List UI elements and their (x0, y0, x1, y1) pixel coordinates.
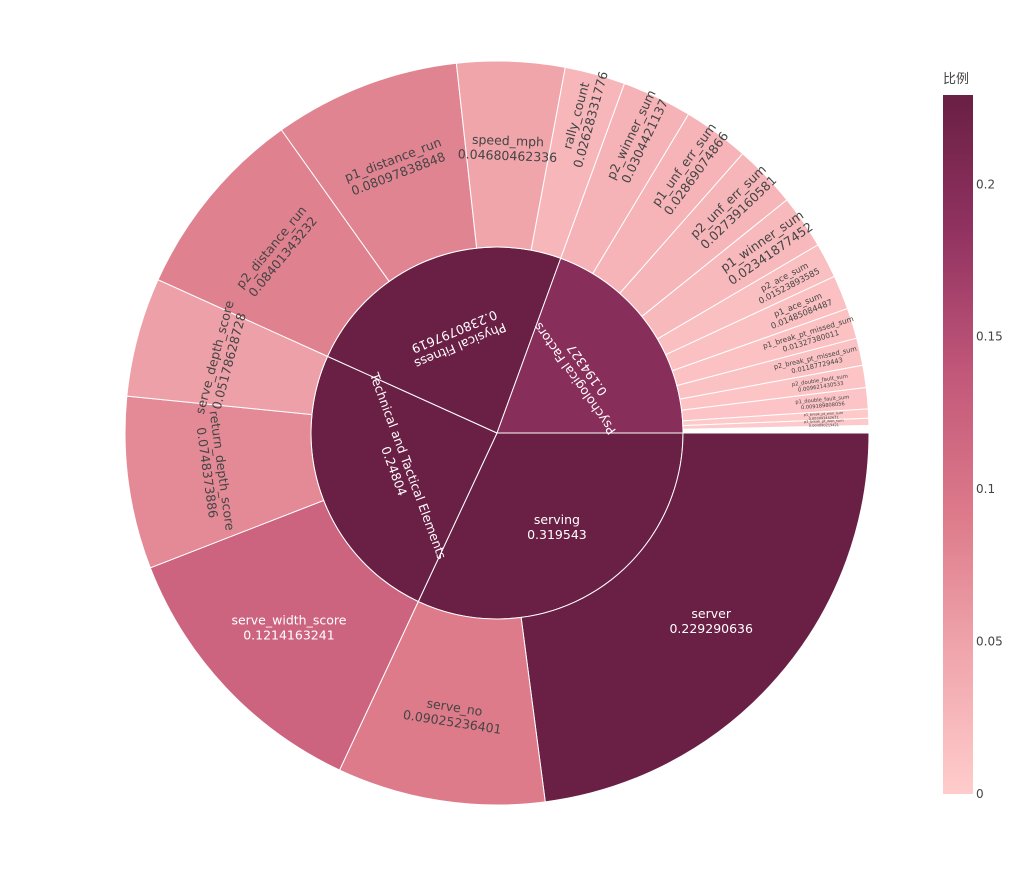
colorbar-tick-label: 0.15 (976, 330, 1003, 344)
sector-p2-break-pt-won-sum[interactable] (682, 417, 870, 430)
sector-label-p1-double-fault-sum: p1_double_fault_sum0.009189808056 (795, 395, 850, 412)
colorbar-tick-label: 0.05 (976, 635, 1003, 649)
sector-serve-width-score[interactable] (149, 499, 419, 771)
colorbar-tick-label: 0.2 (976, 177, 995, 191)
colorbar: 比例 0 0.05 0.1 0.15 0.2 (943, 72, 1003, 801)
colorbar-gradient (943, 95, 973, 794)
colorbar-tick-label: 0.1 (976, 482, 995, 496)
sector-label-speed-mph: speed_mph0.04680462336 (457, 131, 558, 165)
sector-label-p1-break-pt-won-sum: p1_break_pt_won_sum0.003993442671 (804, 411, 845, 421)
sector-label-serve-width-score: serve_width_score 0.1214163241 (231, 613, 346, 643)
sector-server[interactable] (520, 432, 870, 803)
sector-label-p2-break-pt-won-sum: p2_break_pt_won_sum0.003090219421 (804, 419, 844, 428)
colorbar-tick-label: 0 (976, 787, 984, 801)
sector-label-serving: serving 0.319543 (527, 512, 587, 542)
sector-label-server: server 0.229290636 (669, 606, 753, 636)
colorbar-title: 比例 (943, 72, 969, 87)
colorbar-ticks: 0 0.05 0.1 0.15 0.2 (976, 177, 1003, 801)
